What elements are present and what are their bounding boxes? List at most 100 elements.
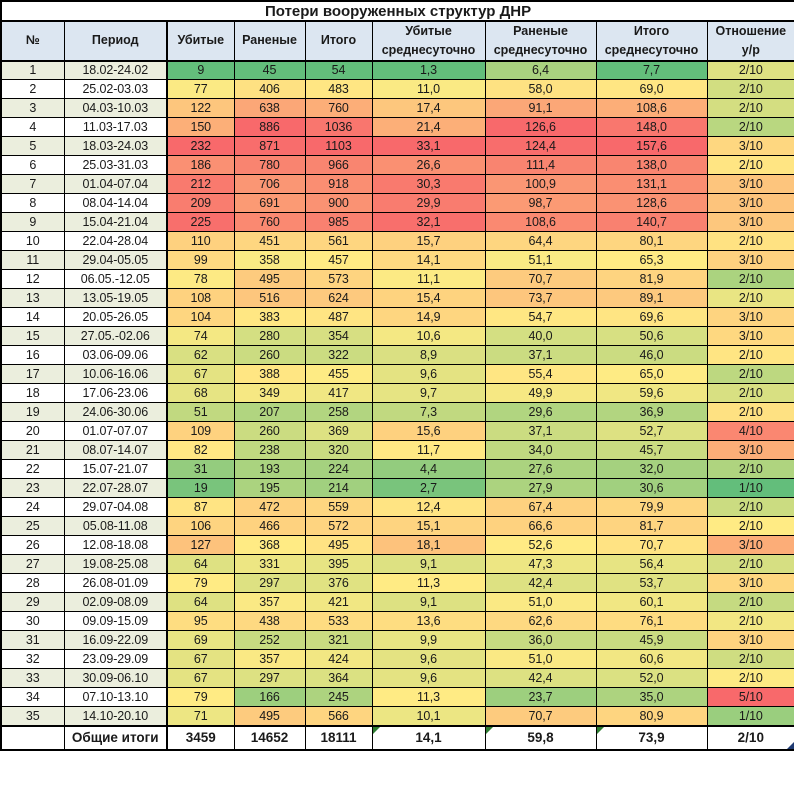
cell-ratio: 5/10 [706, 687, 794, 707]
cell-killed: 67 [166, 668, 235, 688]
cell-period: 05.08-11.08 [63, 516, 168, 536]
cell-wounded: 260 [233, 345, 306, 365]
cell-wounded: 14652 [233, 724, 306, 750]
cell-num: 33 [0, 668, 65, 688]
cell-wounded-daily: 27,6 [484, 459, 597, 479]
cell-killed: 82 [166, 440, 235, 460]
cell-killed-daily: 33,1 [371, 136, 486, 156]
cell-total: 354 [304, 326, 373, 346]
cell-period: 18.03-24.03 [63, 136, 168, 156]
cell-wounded-daily: 37,1 [484, 421, 597, 441]
title-row: Потери вооруженных структур ДНР [0, 0, 794, 22]
cell-period: 15.07-21.07 [63, 459, 168, 479]
cell-total: 533 [304, 611, 373, 631]
cell-total: 455 [304, 364, 373, 384]
cell-num: 31 [0, 630, 65, 650]
cell-killed: 186 [166, 155, 235, 175]
cell-period: 08.07-14.07 [63, 440, 168, 460]
cell-killed: 77 [166, 79, 235, 99]
cell-wounded-daily: 67,4 [484, 497, 597, 517]
cell-killed: 64 [166, 592, 235, 612]
cell-ratio: 2/10 [706, 155, 794, 175]
cell-total: 18111 [304, 724, 373, 750]
cell-period: 22.07-28.07 [63, 478, 168, 498]
cell-wounded-daily: 124,4 [484, 136, 597, 156]
cell-wounded: 297 [233, 573, 306, 593]
cell-total-daily: 52,7 [595, 421, 708, 441]
cell-total: 395 [304, 554, 373, 574]
cell-ratio: 3/10 [706, 174, 794, 194]
cell-num: 3 [0, 98, 65, 118]
cell-wounded-daily: 42,4 [484, 668, 597, 688]
cell-wounded: 691 [233, 193, 306, 213]
cell-total-daily: 157,6 [595, 136, 708, 156]
totals-row: Общие итоги 3459 14652 18111 14,1 59,8 7… [0, 724, 794, 750]
table-row: 28 26.08-01.09 79 297 376 11,3 42,4 53,7 3/10 [0, 573, 794, 593]
cell-total: 214 [304, 478, 373, 498]
cell-killed-daily: 14,9 [371, 307, 486, 327]
cell-ratio: 3/10 [706, 630, 794, 650]
cell-ratio: 3/10 [706, 250, 794, 270]
cell-ratio: 2/10 [706, 364, 794, 384]
cell-num: 17 [0, 364, 65, 384]
cell-period: 26.08-01.09 [63, 573, 168, 593]
cell-total-daily: 148,0 [595, 117, 708, 137]
cell-killed: 150 [166, 117, 235, 137]
cell-killed-daily: 17,4 [371, 98, 486, 118]
cell-killed-daily: 10,6 [371, 326, 486, 346]
cell-total: 918 [304, 174, 373, 194]
cell-wounded: 357 [233, 649, 306, 669]
cell-num: 30 [0, 611, 65, 631]
cell-period: 10.06-16.06 [63, 364, 168, 384]
table-row: 14 20.05-26.05 104 383 487 14,9 54,7 69,6 3/10 [0, 307, 794, 327]
cell-period: 27.05.-02.06 [63, 326, 168, 346]
table-row: 25 05.08-11.08 106 466 572 15,1 66,6 81,7 2/10 [0, 516, 794, 536]
cell-ratio: 2/10 [706, 288, 794, 308]
cell-ratio: 3/10 [706, 193, 794, 213]
cell-period: 20.05-26.05 [63, 307, 168, 327]
cell-wounded-daily: 40,0 [484, 326, 597, 346]
cell-wounded: 45 [233, 60, 306, 80]
cell-ratio: 2/10 [706, 117, 794, 137]
cell-ratio: 2/10 [706, 402, 794, 422]
cell-wounded-daily: 42,4 [484, 573, 597, 593]
table-row: 23 22.07-28.07 19 195 214 2,7 27,9 30,6 1/10 [0, 478, 794, 498]
cell-total: 985 [304, 212, 373, 232]
cell-period: 19.08-25.08 [63, 554, 168, 574]
cell-total-daily: 65,0 [595, 364, 708, 384]
cell-total: 417 [304, 383, 373, 403]
column-header-killed: Убитые [166, 20, 235, 62]
cell-total: 224 [304, 459, 373, 479]
cell-ratio: 2/10 [706, 79, 794, 99]
cell-wounded-daily: 54,7 [484, 307, 597, 327]
cell-killed: 67 [166, 649, 235, 669]
cell-total-daily: 80,9 [595, 706, 708, 726]
cell-period: 04.03-10.03 [63, 98, 168, 118]
cell-ratio: 2/10 [706, 231, 794, 251]
table-row: 33 30.09-06.10 67 297 364 9,6 42,4 52,0 2/10 [0, 668, 794, 688]
cell-killed: 87 [166, 497, 235, 517]
cell-killed: 74 [166, 326, 235, 346]
cell-wounded: 260 [233, 421, 306, 441]
table-row: 35 14.10-20.10 71 495 566 10,1 70,7 80,9 1/10 [0, 706, 794, 726]
table-row: 20 01.07-07.07 109 260 369 15,6 37,1 52,7 4/10 [0, 421, 794, 441]
cell-num: 14 [0, 307, 65, 327]
cell-killed: 99 [166, 250, 235, 270]
cell-killed-daily: 9,7 [371, 383, 486, 403]
cell-num [0, 724, 65, 750]
cell-total: 424 [304, 649, 373, 669]
cell-ratio: 1/10 [706, 478, 794, 498]
cell-period: 13.05-19.05 [63, 288, 168, 308]
cell-total-daily: 45,7 [595, 440, 708, 460]
cell-killed-daily: 13,6 [371, 611, 486, 631]
cell-ratio: 3/10 [706, 136, 794, 156]
cell-wounded: 383 [233, 307, 306, 327]
table-row: 18 17.06-23.06 68 349 417 9,7 49,9 59,6 2/10 [0, 383, 794, 403]
cell-period: 15.04-21.04 [63, 212, 168, 232]
cell-killed: 67 [166, 364, 235, 384]
cell-ratio: 2/10 [706, 649, 794, 669]
cell-total-daily: 69,6 [595, 307, 708, 327]
cell-total-daily: 70,7 [595, 535, 708, 555]
cell-total-daily: 35,0 [595, 687, 708, 707]
cell-num: 32 [0, 649, 65, 669]
